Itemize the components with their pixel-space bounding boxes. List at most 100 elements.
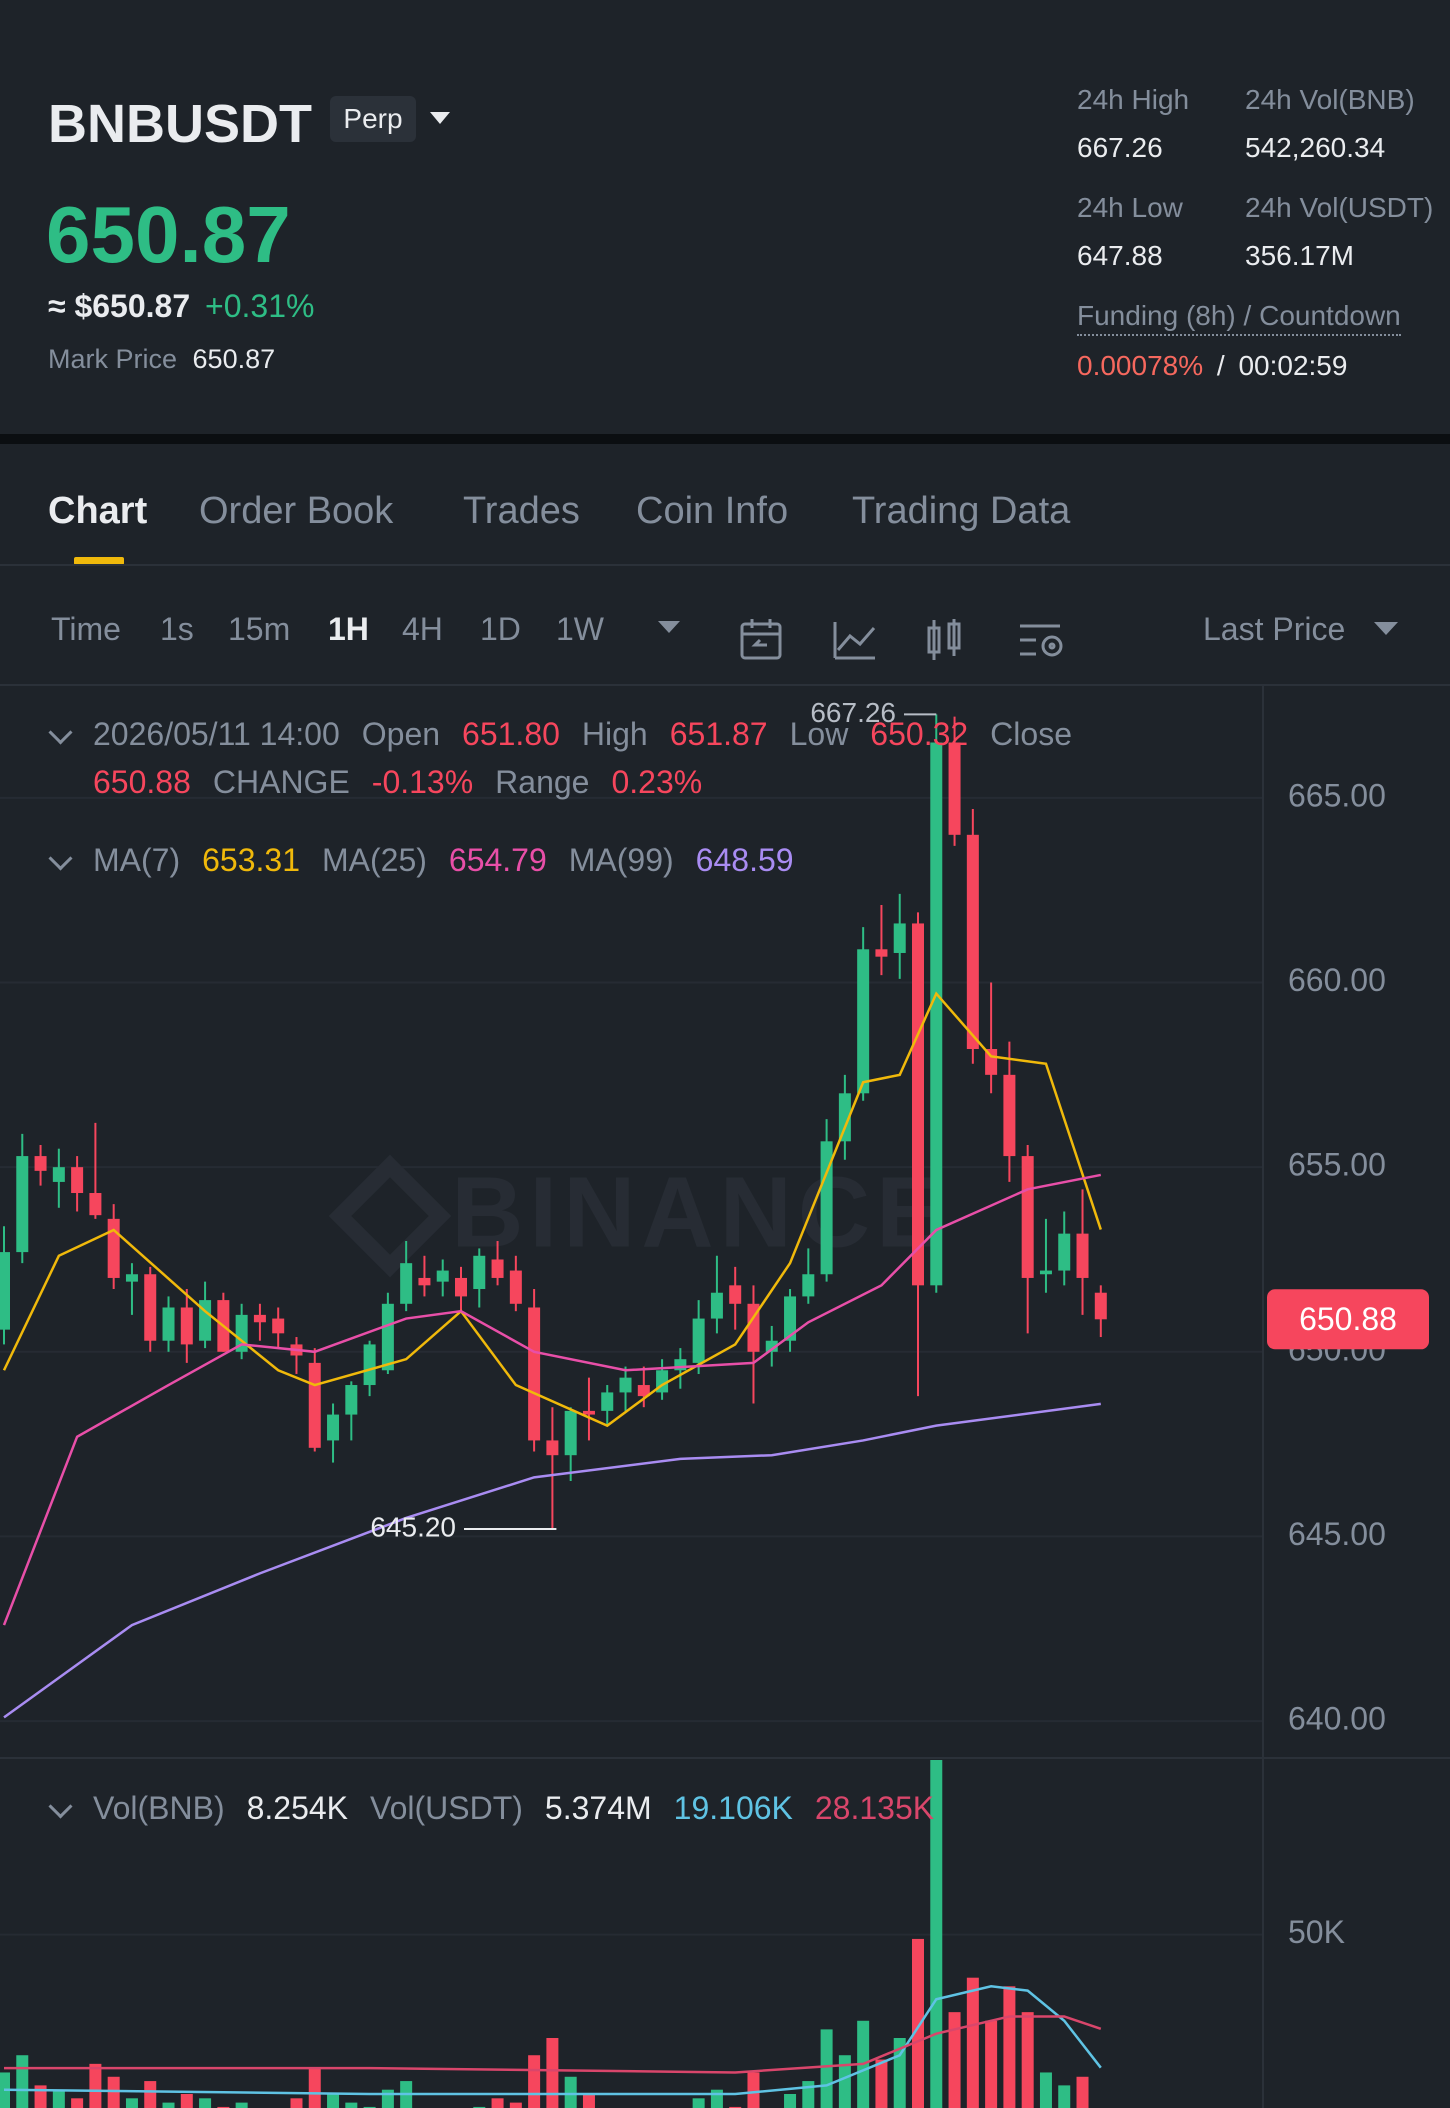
toolbar-icons[interactable] bbox=[652, 618, 1112, 662]
usd-price-row: ≈ $650.87 +0.31% bbox=[48, 286, 314, 326]
volume-bar bbox=[912, 1938, 924, 2108]
candle-body bbox=[893, 923, 906, 953]
value: 650.32 bbox=[870, 716, 969, 752]
y-tick-label: 645.00 bbox=[1288, 1516, 1386, 1552]
volume-bar bbox=[875, 2059, 888, 2108]
tab[interactable]: Trades bbox=[463, 490, 580, 532]
legend-entry: MA(99) bbox=[568, 842, 674, 878]
candle-body bbox=[16, 1156, 29, 1253]
label: Vol(BNB) bbox=[93, 1790, 225, 1826]
stat-value: 356.17M bbox=[1245, 240, 1354, 271]
volume-bar bbox=[217, 2106, 230, 2108]
interval[interactable]: Time bbox=[51, 611, 121, 647]
candle-body bbox=[601, 1392, 614, 1411]
tab[interactable]: Order Book bbox=[199, 490, 394, 532]
volume-bar bbox=[345, 2102, 358, 2108]
interval[interactable]: 1D bbox=[480, 611, 521, 647]
interval[interactable]: 1H bbox=[328, 611, 369, 647]
price-type-dropdown[interactable] bbox=[1373, 620, 1399, 638]
value: 650.88 bbox=[93, 764, 191, 800]
candle-body bbox=[637, 1385, 650, 1397]
label: Range bbox=[495, 764, 590, 800]
value: -0.13% bbox=[371, 764, 474, 800]
vol-ma-value: 28.135K bbox=[814, 1790, 935, 1826]
candle-body bbox=[729, 1285, 742, 1304]
tab[interactable]: Coin Info bbox=[636, 490, 789, 532]
candle-body bbox=[966, 834, 979, 1049]
volume-bar bbox=[564, 2076, 577, 2108]
y-tick-label: 665.00 bbox=[1288, 777, 1386, 813]
ohlc-readout: 650.88 CHANGE -0.13% Range 0.23% bbox=[93, 762, 724, 802]
price-change: +0.31% bbox=[205, 288, 315, 324]
tab[interactable]: Chart bbox=[48, 490, 148, 532]
interval[interactable]: 15m bbox=[228, 611, 291, 647]
symbol[interactable]: BNBUSDT bbox=[48, 94, 312, 154]
ma-line bbox=[3, 1985, 1102, 2096]
mark-price-label: Mark Price bbox=[48, 344, 178, 374]
watermark-logo bbox=[328, 1154, 452, 1278]
candle-body bbox=[400, 1263, 413, 1304]
volume-bar bbox=[107, 2076, 120, 2108]
interval[interactable]: 1s bbox=[160, 611, 194, 647]
volume-bar bbox=[930, 1760, 943, 2108]
ma-value: 653.31 bbox=[202, 842, 300, 878]
countdown: 00:02:59 bbox=[1238, 350, 1348, 381]
volume-plot bbox=[0, 1760, 1262, 2108]
volume-bar bbox=[308, 2068, 321, 2108]
label: Vol(USDT) bbox=[370, 1790, 523, 1826]
time: 2026/05/11 14:00 bbox=[93, 716, 340, 752]
volume-bar bbox=[1021, 2012, 1034, 2108]
label: Low bbox=[789, 716, 849, 752]
volume-bar bbox=[180, 2094, 193, 2108]
ma-line bbox=[4, 2015, 1102, 2074]
legend-entry: MA(7) bbox=[93, 842, 181, 878]
tab[interactable]: Trading Data bbox=[852, 490, 1071, 532]
candle-body bbox=[327, 1414, 340, 1441]
candle-body bbox=[564, 1410, 577, 1456]
candle-body bbox=[1058, 1233, 1071, 1271]
volume-bar bbox=[802, 2081, 815, 2108]
volume-bar bbox=[491, 2098, 504, 2108]
tab-indicator bbox=[74, 557, 124, 565]
candle-body bbox=[363, 1344, 376, 1386]
candle-body bbox=[692, 1318, 705, 1363]
candle-body bbox=[820, 1141, 833, 1275]
symbol-dropdown[interactable] bbox=[428, 110, 452, 126]
interval[interactable]: 4H bbox=[402, 611, 443, 647]
candle-body bbox=[875, 949, 888, 957]
volume-bar bbox=[144, 2081, 157, 2108]
price-type[interactable]: Last Price bbox=[1203, 611, 1346, 647]
candle-body bbox=[619, 1377, 632, 1393]
mark-price: 650.87 bbox=[192, 344, 276, 374]
candle-body bbox=[162, 1307, 175, 1341]
candle-body bbox=[125, 1274, 138, 1282]
price-tag bbox=[1267, 1289, 1429, 1350]
value: 5.374M bbox=[544, 1790, 652, 1826]
label: Open bbox=[361, 716, 441, 752]
candle-body bbox=[491, 1259, 504, 1278]
volume-bar bbox=[381, 2089, 394, 2108]
funding-rate: 0.00078% bbox=[1077, 350, 1204, 381]
candle-body bbox=[436, 1270, 449, 1282]
ma-line bbox=[2, 991, 1102, 1428]
candle-body bbox=[1039, 1270, 1052, 1275]
candle-body bbox=[107, 1218, 120, 1278]
candle-body bbox=[345, 1385, 358, 1415]
candle-body bbox=[144, 1274, 157, 1341]
y-tick-label: 660.00 bbox=[1288, 962, 1386, 998]
legend-entry: MA(25) bbox=[321, 842, 427, 878]
candle-body bbox=[71, 1167, 84, 1194]
candle-body bbox=[253, 1314, 266, 1323]
contract-badge[interactable]: Perp bbox=[330, 96, 416, 142]
candle-body bbox=[802, 1274, 815, 1297]
funding-row: 0.00078% / 00:02:59 bbox=[1077, 350, 1347, 382]
volume-bar bbox=[546, 2038, 559, 2108]
candle-body bbox=[272, 1318, 285, 1334]
usd-price: ≈ $650.87 bbox=[48, 288, 191, 324]
interval[interactable]: 1W bbox=[556, 611, 604, 647]
candle-body bbox=[199, 1300, 212, 1341]
funding-label[interactable]: Funding (8h) / Countdown bbox=[1077, 300, 1401, 336]
candle-body bbox=[674, 1359, 687, 1371]
y-tick-label: 640.00 bbox=[1288, 1701, 1386, 1737]
price-plot: BINANCE bbox=[0, 714, 1262, 1723]
